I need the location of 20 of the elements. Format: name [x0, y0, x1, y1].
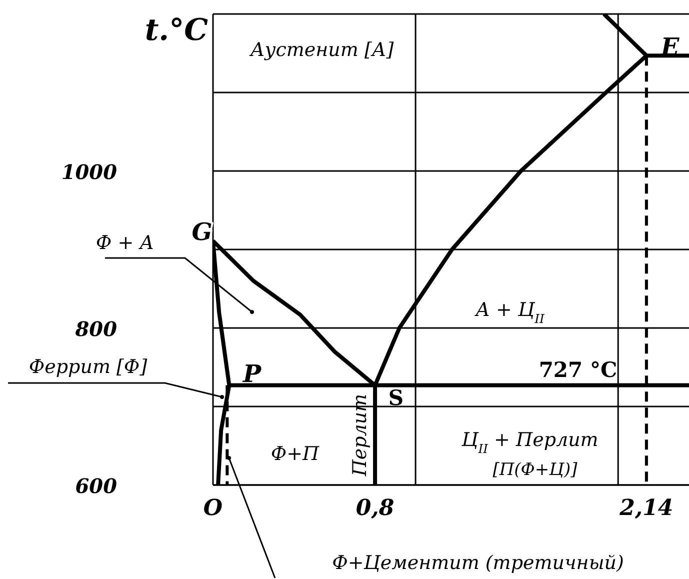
- y-axis-title: t.°C: [144, 13, 208, 48]
- annotation: Ф+П: [270, 443, 320, 465]
- annotation: Перлит: [349, 394, 371, 478]
- annotation: Аустенит [А]: [248, 39, 394, 61]
- y-tick-label: 1000: [61, 160, 118, 184]
- annotation: А + Ц$_{II}$: [474, 299, 546, 326]
- annotation: P: [242, 359, 262, 388]
- y-tick-label: 800: [75, 317, 118, 341]
- x-tick-label: 2,14: [618, 495, 674, 521]
- annotation: 727 °C: [538, 357, 618, 382]
- annotation: S: [388, 385, 404, 410]
- x-tick-label: 0,8: [356, 495, 394, 521]
- y-tick-label: 600: [75, 474, 118, 498]
- x-tick-label: O: [203, 495, 223, 521]
- text: Ф + А: [96, 232, 154, 254]
- text: Феррит [Ф]: [28, 356, 148, 378]
- text: Ф+Цементит (третичный): [332, 552, 624, 574]
- text: G: [192, 217, 212, 246]
- annotation: [П(Ф+Ц)]: [492, 460, 578, 480]
- annotation: Ц$_{II}$ + Перлит: [460, 429, 598, 456]
